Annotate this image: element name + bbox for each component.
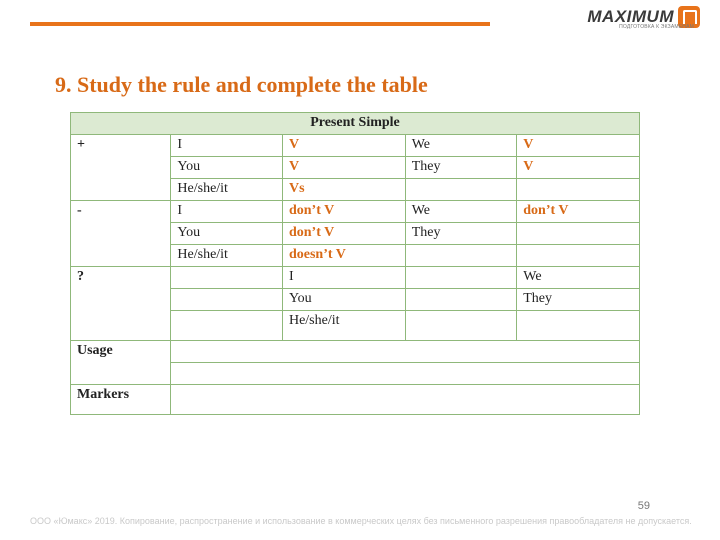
usage-cell-1 bbox=[171, 341, 640, 363]
verb-cell bbox=[517, 311, 640, 341]
pronoun-cell bbox=[171, 311, 283, 341]
verb-cell: V bbox=[517, 135, 640, 157]
verb-cell bbox=[517, 223, 640, 245]
verb-cell: V bbox=[282, 157, 405, 179]
pronoun-cell bbox=[405, 311, 517, 341]
verb-cell bbox=[517, 179, 640, 201]
verb-cell: don’t V bbox=[282, 201, 405, 223]
pronoun-cell: I bbox=[171, 201, 283, 223]
verb-cell: They bbox=[517, 289, 640, 311]
form-sign: + bbox=[71, 135, 171, 201]
pronoun-cell: They bbox=[405, 223, 517, 245]
markers-label: Markers bbox=[71, 385, 171, 415]
verb-cell: He/she/it bbox=[282, 311, 405, 341]
pronoun-cell bbox=[171, 289, 283, 311]
pronoun-cell: We bbox=[405, 135, 517, 157]
pronoun-cell: You bbox=[171, 157, 283, 179]
pronoun-cell: He/she/it bbox=[171, 179, 283, 201]
pronoun-cell: You bbox=[171, 223, 283, 245]
pronoun-cell bbox=[405, 179, 517, 201]
pronoun-cell: They bbox=[405, 157, 517, 179]
usage-row-1: Usage bbox=[71, 341, 640, 363]
usage-cell-2 bbox=[171, 363, 640, 385]
table-title: Present Simple bbox=[71, 113, 640, 135]
verb-cell: V bbox=[282, 135, 405, 157]
table-row: +IVWeV bbox=[71, 135, 640, 157]
table-row: -Idon’t VWedon’t V bbox=[71, 201, 640, 223]
accent-line bbox=[30, 22, 490, 26]
logo-subtitle: ПОДГОТОВКА К ЭКЗАМЕНАМ bbox=[619, 24, 694, 30]
verb-cell: You bbox=[282, 289, 405, 311]
markers-row: Markers bbox=[71, 385, 640, 415]
verb-cell bbox=[517, 245, 640, 267]
pronoun-cell bbox=[405, 267, 517, 289]
pronoun-cell bbox=[405, 245, 517, 267]
verb-cell: don’t V bbox=[282, 223, 405, 245]
verb-cell: doesn’t V bbox=[282, 245, 405, 267]
usage-label: Usage bbox=[71, 341, 171, 385]
verb-cell: We bbox=[517, 267, 640, 289]
pronoun-cell bbox=[405, 289, 517, 311]
form-sign: - bbox=[71, 201, 171, 267]
table-row: ?IWe bbox=[71, 267, 640, 289]
verb-cell: don’t V bbox=[517, 201, 640, 223]
pronoun-cell: He/she/it bbox=[171, 245, 283, 267]
grammar-table: Present Simple +IVWeVYouVTheyVHe/she/itV… bbox=[70, 112, 640, 415]
copyright-footer: ООО «Юмакс» 2019. Копирование, распростр… bbox=[30, 516, 692, 526]
form-sign: ? bbox=[71, 267, 171, 341]
table-title-row: Present Simple bbox=[71, 113, 640, 135]
top-bar: MAXIMUM ПОДГОТОВКА К ЭКЗАМЕНАМ bbox=[0, 0, 720, 34]
pronoun-cell: I bbox=[171, 135, 283, 157]
verb-cell: I bbox=[282, 267, 405, 289]
pronoun-cell bbox=[171, 267, 283, 289]
slide-heading: 9. Study the rule and complete the table bbox=[55, 72, 428, 98]
markers-cell bbox=[171, 385, 640, 415]
verb-cell: V bbox=[517, 157, 640, 179]
pronoun-cell: We bbox=[405, 201, 517, 223]
page-number: 59 bbox=[638, 500, 650, 512]
verb-cell: Vs bbox=[282, 179, 405, 201]
